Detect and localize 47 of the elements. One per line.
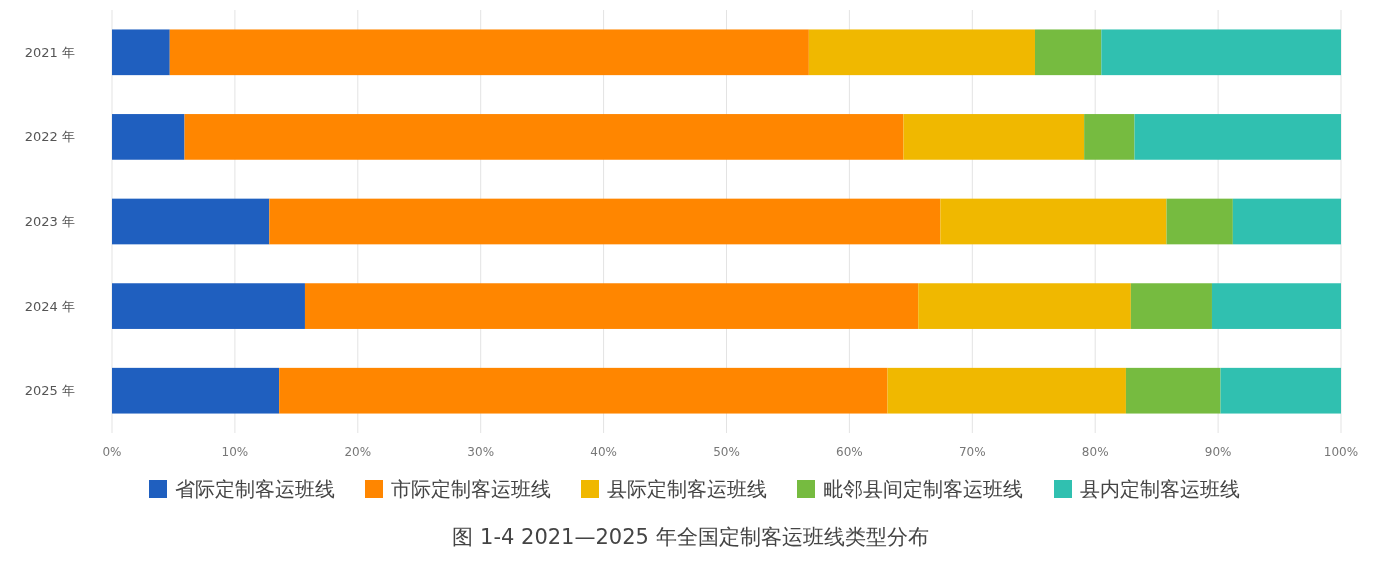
bar: [169, 29, 809, 76]
y-tick-label: 2023 年: [24, 214, 75, 230]
x-tick-label: 10%: [221, 445, 249, 459]
legend-label: 省际定制客运班线: [175, 477, 335, 501]
y-tick-label: 2025 年: [24, 383, 75, 399]
bar: [940, 198, 1167, 245]
y-tick-label: 2024 年: [24, 298, 75, 314]
x-tick-label: 50%: [713, 445, 740, 459]
bar: [903, 114, 1085, 160]
bar: [1034, 29, 1102, 76]
bar: [887, 367, 1126, 414]
legend-label: 县际定制客运班线: [607, 477, 767, 501]
legend-label: 县内定制客运班线: [1080, 477, 1240, 501]
bar: [112, 198, 270, 245]
bar: [1232, 198, 1341, 245]
x-tick-label: 100%: [1323, 445, 1359, 459]
x-tick-label: 70%: [958, 445, 986, 459]
bar: [918, 283, 1131, 329]
bar: [269, 198, 941, 245]
bar: [184, 114, 904, 160]
bar: [112, 283, 305, 329]
x-tick-label: 80%: [1081, 445, 1109, 459]
bar: [112, 114, 185, 160]
x-tick-label: 30%: [467, 445, 495, 459]
x-tick-label: 40%: [590, 445, 617, 459]
bar: [1166, 198, 1233, 245]
bar: [1101, 29, 1341, 76]
bar: [1084, 114, 1135, 160]
bar: [1134, 114, 1341, 160]
bar: [112, 29, 170, 76]
bar: [304, 283, 919, 329]
bar: [279, 367, 888, 414]
x-tick-label: 90%: [1204, 445, 1232, 459]
bar: [1130, 283, 1212, 329]
x-tick-label: 0%: [102, 445, 122, 459]
bar: [1211, 283, 1341, 329]
legend-label: 毗邻县间定制客运班线: [823, 477, 1023, 501]
bar: [808, 29, 1035, 76]
x-tick-label: 60%: [836, 445, 863, 459]
bar: [112, 367, 280, 414]
y-tick-label: 2021 年: [24, 44, 75, 60]
text: 图 1-4 2021—2025 年全国定制客运班线类型分布: [452, 525, 929, 550]
y-tick-label: 2022 年: [24, 129, 75, 145]
legend-label: 市际定制客运班线: [391, 477, 551, 501]
bar: [1220, 367, 1341, 414]
x-tick-label: 20%: [344, 445, 372, 459]
bar: [1125, 367, 1221, 414]
